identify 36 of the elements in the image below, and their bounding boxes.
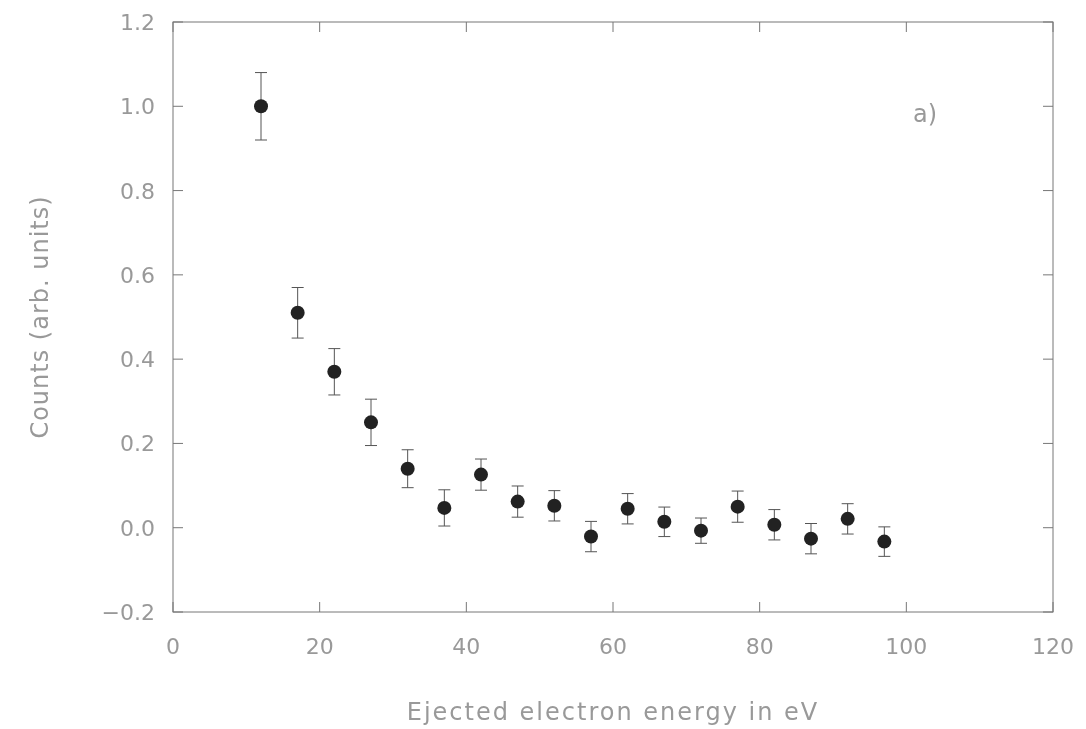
x-tick-label: 20 [305, 634, 334, 659]
x-tick-label: 120 [1032, 634, 1074, 659]
point [327, 364, 342, 379]
x-axis-title: Ejected electron energy in eV [406, 698, 820, 726]
point [290, 305, 305, 320]
y-tick-label: 0.4 [120, 347, 155, 373]
point [364, 415, 378, 430]
x-tick-label: 80 [745, 634, 774, 659]
y-tick-label: 0.6 [120, 262, 155, 288]
point [767, 517, 782, 532]
y-tick-label: 1.0 [120, 94, 155, 120]
point [657, 514, 672, 529]
point [804, 531, 818, 546]
y-tick-label: 0.8 [120, 178, 155, 204]
point [730, 499, 745, 514]
point [254, 99, 268, 114]
point [694, 523, 708, 538]
point [400, 461, 415, 476]
x-tick-label: 0 [166, 634, 180, 659]
x-tick-label: 100 [885, 634, 928, 659]
point [840, 511, 855, 526]
point [584, 529, 598, 544]
y-tick-label: 0.2 [120, 431, 155, 457]
x-tick-label: 60 [599, 634, 627, 659]
point [474, 467, 488, 482]
y-tick-label: 1.2 [120, 10, 155, 35]
y-axis-title: Counts (arb. units) [26, 195, 54, 439]
point [437, 500, 452, 515]
point [547, 498, 562, 513]
y-tick-label: −0.2 [101, 600, 155, 625]
point [510, 494, 525, 509]
x-tick-label: 40 [452, 634, 481, 659]
annotation: a) [913, 100, 938, 128]
point [877, 534, 892, 549]
y-tick-label: 0.0 [120, 515, 155, 541]
point [620, 501, 635, 516]
